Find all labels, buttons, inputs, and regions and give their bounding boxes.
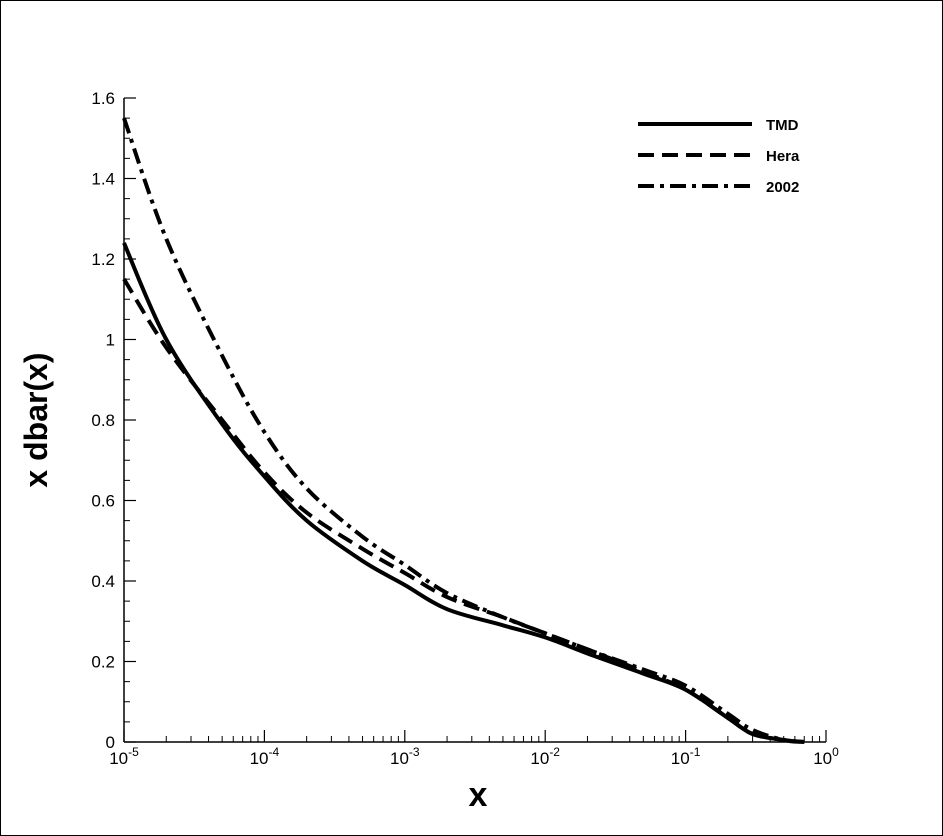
series-line-hera [122,278,805,744]
y-axis-title: x dbar(x) [18,352,54,487]
y-tick-label: 0.8 [91,411,115,430]
legend: TMD Hera 2002 [638,117,800,196]
x-tick-label: 10-1 [671,745,701,768]
y-tick-label: 1 [106,331,115,350]
y-tick-label: 0.2 [91,653,115,672]
legend-label-tmd: TMD [766,117,799,134]
y-tick-label: 1.6 [91,89,115,108]
y-tick-label: 1.2 [91,250,115,269]
x-tick-label: 10-3 [390,745,420,768]
tick-labels: 0 0.2 0.4 0.6 0.8 1 1.2 1.4 1.6 10-5 10-4 10-3 10-2 1… [91,89,839,768]
series-lines [122,117,805,744]
legend-label-hera: Hera [766,148,800,165]
legend-label-2002: 2002 [766,179,799,196]
y-tick-label: 0 [106,733,115,752]
x-tick-label: 10-4 [250,745,280,768]
x-tick-label: 100 [813,745,839,768]
axes [123,98,826,743]
y-tick-label: 1.4 [91,170,115,189]
series-line-2002 [122,117,805,744]
y-tick-label: 0.4 [91,572,115,591]
tick-marks [123,97,827,743]
x-axis-title: x [469,776,488,814]
x-tick-label: 10-5 [109,745,139,768]
x-tick-label: 10-2 [530,745,560,768]
series-line-tmd [122,242,805,744]
y-tick-label: 0.6 [91,492,115,511]
